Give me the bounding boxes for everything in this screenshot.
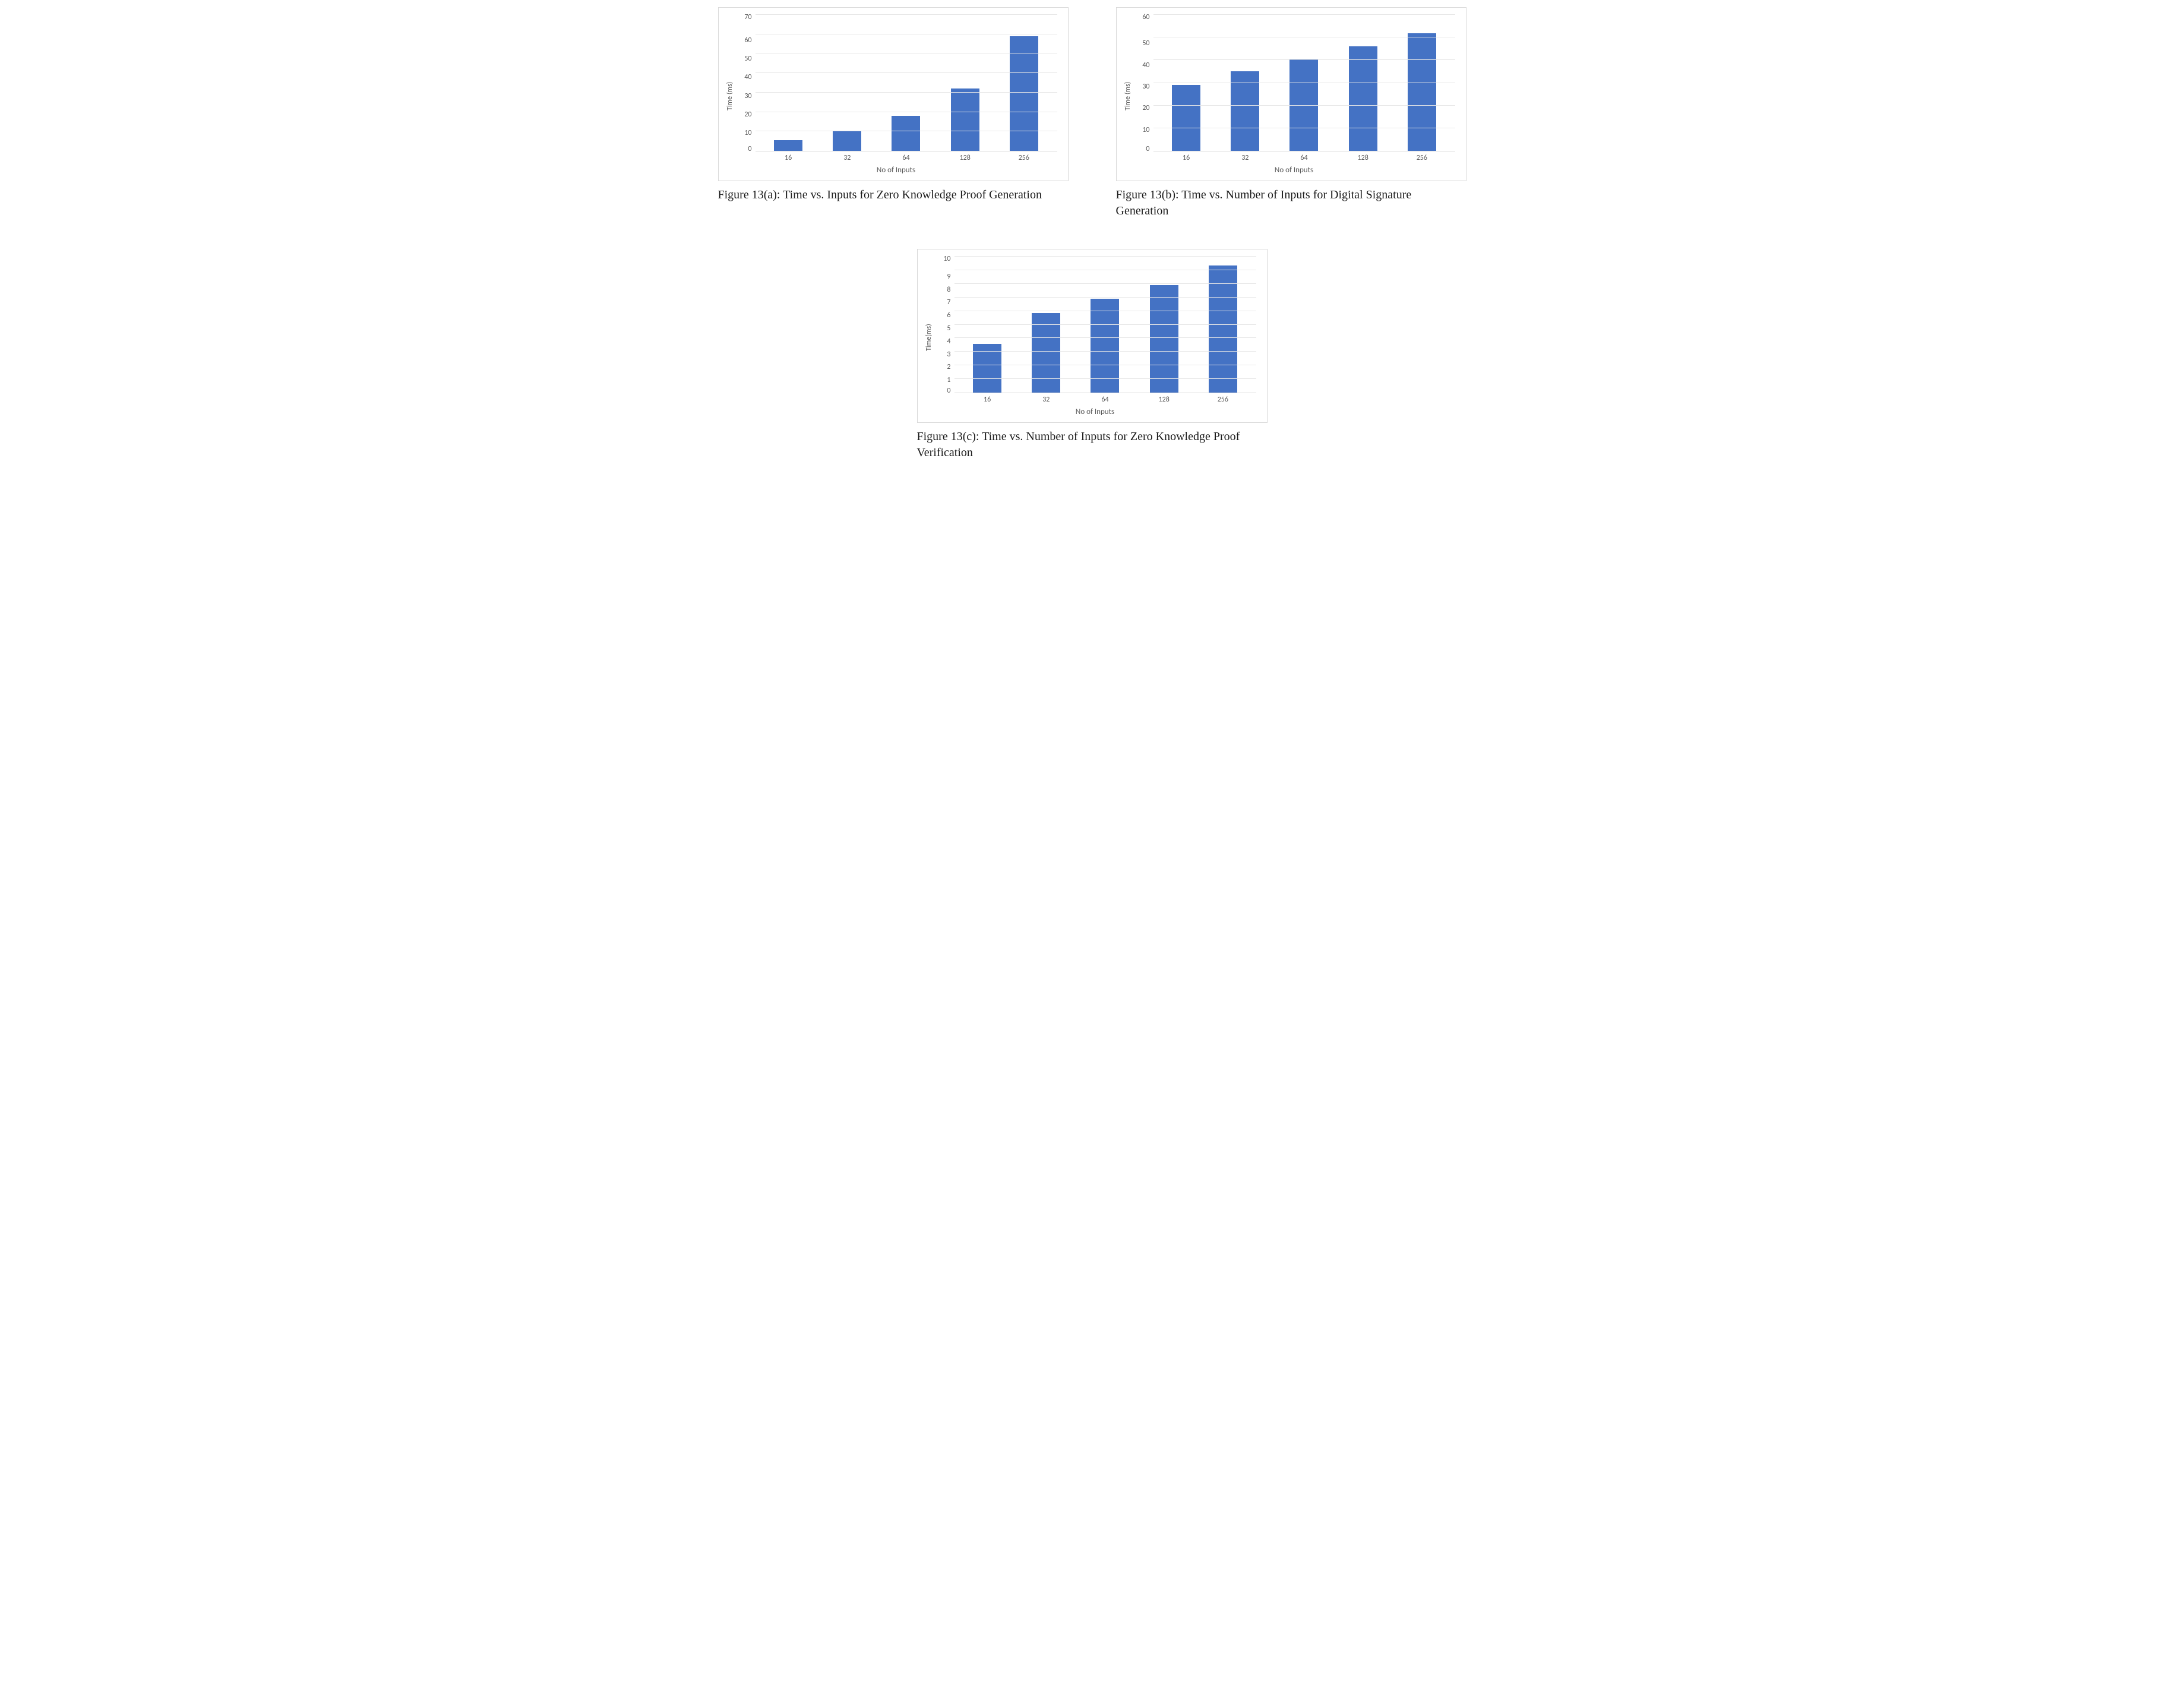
chart-b-yticks: 60 50 40 30 20 10 0 — [1133, 15, 1153, 151]
chart-b-xticks: 16 32 64 128 256 — [1153, 151, 1455, 162]
bar — [1032, 313, 1060, 393]
bar — [1209, 265, 1237, 393]
chart-b: Time (ms) 60 50 40 30 20 10 0 — [1116, 7, 1466, 181]
bar — [1231, 71, 1259, 151]
bar — [1408, 33, 1436, 151]
chart-b-ylabel: Time (ms) — [1123, 15, 1133, 177]
gridline — [954, 297, 1256, 298]
chart-a-yticks: 70 60 50 40 30 20 10 0 — [735, 15, 756, 151]
panel-b: Time (ms) 60 50 40 30 20 10 0 — [1116, 7, 1466, 219]
chart-a: Time (ms) 70 60 50 40 30 20 10 0 — [718, 7, 1069, 181]
gridline — [1153, 105, 1455, 106]
chart-c: Time(ms) 10 9 8 7 6 5 4 3 — [917, 249, 1268, 423]
bar — [892, 116, 920, 151]
bar — [774, 140, 802, 151]
caption-c: Figure 13(c): Time vs. Number of Inputs … — [917, 429, 1268, 461]
chart-a-xlabel: No of Inputs — [735, 166, 1057, 175]
bar — [1349, 46, 1377, 151]
panel-c: Time(ms) 10 9 8 7 6 5 4 3 — [917, 249, 1268, 461]
chart-b-xlabel: No of Inputs — [1133, 166, 1455, 175]
gridline — [954, 337, 1256, 338]
caption-a: Figure 13(a): Time vs. Inputs for Zero K… — [718, 187, 1069, 203]
chart-b-plot — [1153, 15, 1455, 151]
chart-c-xticks: 16 32 64 128 256 — [954, 393, 1256, 404]
chart-c-yticks: 10 9 8 7 6 5 4 3 2 1 0 — [934, 257, 954, 393]
chart-a-xticks: 16 32 64 128 256 — [756, 151, 1057, 162]
chart-b-bars — [1153, 15, 1455, 151]
chart-c-ylabel: Time(ms) — [924, 257, 934, 419]
chart-c-bars — [954, 257, 1256, 393]
gridline — [1153, 59, 1455, 60]
top-row: Time (ms) 70 60 50 40 30 20 10 0 — [718, 7, 1466, 219]
gridline — [954, 283, 1256, 284]
gridline — [954, 351, 1256, 352]
figure-page: Time (ms) 70 60 50 40 30 20 10 0 — [718, 0, 1466, 508]
gridline — [756, 14, 1057, 15]
chart-c-xlabel: No of Inputs — [934, 407, 1256, 416]
chart-c-plot — [954, 257, 1256, 393]
bar — [1172, 85, 1200, 151]
bar — [1150, 285, 1178, 393]
gridline — [1153, 14, 1455, 15]
gridline — [954, 324, 1256, 325]
panel-a: Time (ms) 70 60 50 40 30 20 10 0 — [718, 7, 1069, 219]
gridline — [954, 378, 1256, 379]
caption-b: Figure 13(b): Time vs. Number of Inputs … — [1116, 187, 1466, 219]
bar — [833, 131, 861, 151]
chart-a-ylabel: Time (ms) — [725, 15, 735, 177]
gridline — [756, 92, 1057, 93]
gridline — [954, 256, 1256, 257]
bottom-row: Time(ms) 10 9 8 7 6 5 4 3 — [718, 249, 1466, 461]
gridline — [756, 72, 1057, 73]
chart-a-plot — [756, 15, 1057, 151]
bar — [951, 88, 979, 151]
